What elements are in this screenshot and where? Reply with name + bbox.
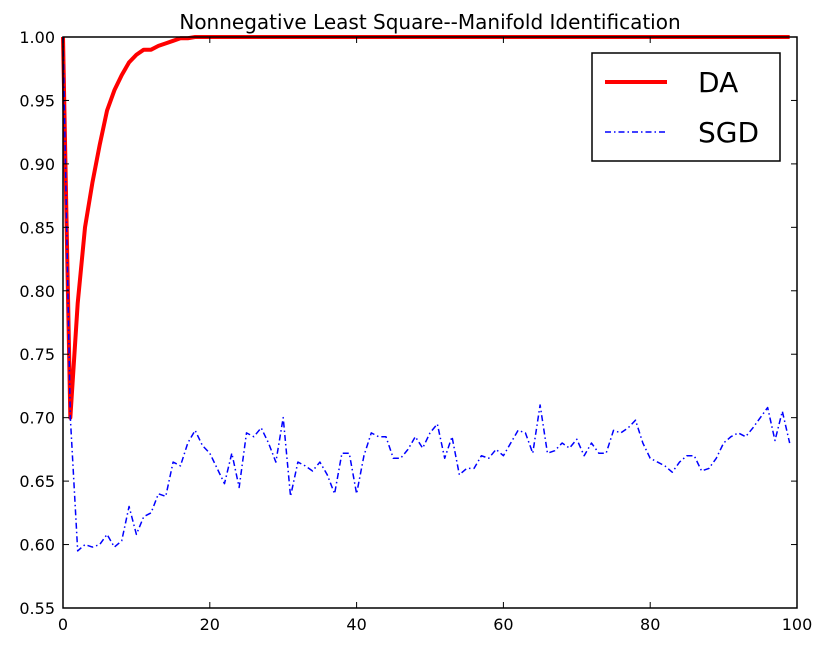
y-axis: 0.55 0.60 0.65 0.70 0.75 0.80 0.85 0.90 0.95 1.00 <box>19 28 797 618</box>
legend: DA SGD <box>591 52 781 162</box>
y-tick-label-0.55: 0.55 <box>19 599 55 618</box>
series-line-sgd <box>62 36 791 552</box>
y-tick-label-0.60: 0.60 <box>19 536 55 555</box>
y-tick-label-0.65: 0.65 <box>19 472 55 491</box>
x-tick-label-60: 60 <box>493 615 513 634</box>
x-tick-label-40: 40 <box>346 615 366 634</box>
x-axis: 0 20 40 60 80 100 <box>58 37 812 634</box>
y-tick-label-1.00: 1.00 <box>19 28 55 47</box>
x-tick-label-100: 100 <box>782 615 813 634</box>
legend-box <box>591 52 781 162</box>
x-tick-label-80: 80 <box>640 615 660 634</box>
chart-title: Nonnegative Least Square--Manifold Ident… <box>179 10 680 34</box>
y-tick-label-0.85: 0.85 <box>19 218 55 237</box>
x-tick-label-0: 0 <box>58 615 68 634</box>
plot-frame <box>62 36 798 609</box>
y-tick-label-0.95: 0.95 <box>19 91 55 110</box>
y-tick-label-0.70: 0.70 <box>19 409 55 428</box>
legend-label-sgd: SGD <box>698 116 759 149</box>
legend-label-da: DA <box>698 66 738 99</box>
x-tick-label-20: 20 <box>200 615 220 634</box>
y-tick-label-0.90: 0.90 <box>19 155 55 174</box>
y-tick-label-0.80: 0.80 <box>19 282 55 301</box>
y-tick-label-0.75: 0.75 <box>19 345 55 364</box>
